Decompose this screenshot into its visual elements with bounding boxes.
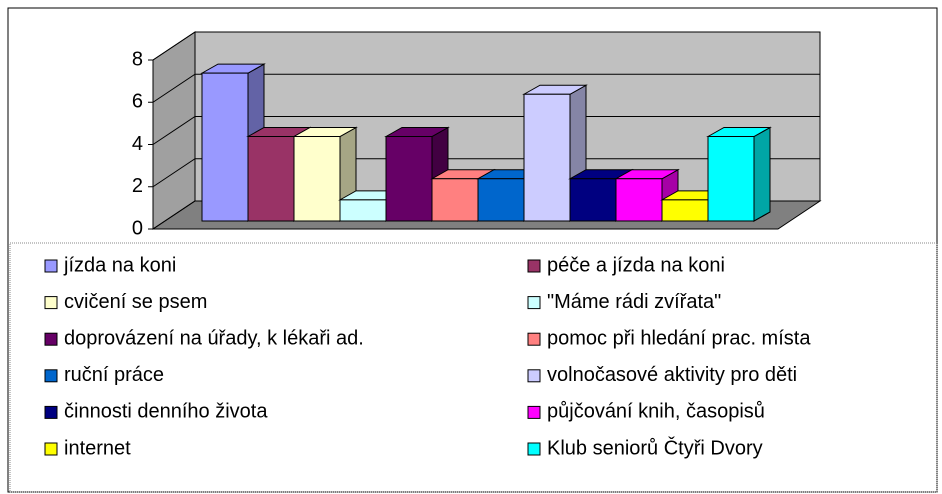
bar <box>569 178 617 222</box>
grid-line <box>152 73 820 103</box>
grid-line <box>152 31 820 61</box>
legend-marker <box>527 259 541 273</box>
bar <box>661 199 709 222</box>
legend-label: doprovázení na úřady, k lékaři ad. <box>64 327 364 349</box>
legend-label: ruční práce <box>64 364 164 386</box>
legend-label: cvičení se psem <box>64 291 207 313</box>
legend-marker <box>527 442 541 456</box>
legend-marker <box>527 369 541 383</box>
legend-label: Klub seniorů Čtyři Dvory <box>547 436 763 459</box>
legend-label: "Máme rádi zvířata" <box>547 291 721 313</box>
legend-marker <box>527 332 541 346</box>
grid-line <box>152 116 820 145</box>
legend-label: činnosti denního života <box>64 401 268 423</box>
bar <box>615 178 663 222</box>
y-tick-label: 8 <box>132 48 143 70</box>
legend-marker <box>44 332 58 346</box>
bar <box>201 72 249 222</box>
legend-marker <box>44 442 58 456</box>
bar <box>431 178 479 222</box>
legend-label: volnočasové aktivity pro děti <box>547 364 797 386</box>
legend-label: pomoc při hledání prac. místa <box>547 327 811 349</box>
bar-side-shade <box>753 126 771 222</box>
bar <box>477 178 525 222</box>
legend-marker <box>44 259 58 273</box>
bar <box>339 199 387 222</box>
legend-marker <box>44 369 58 383</box>
y-tick-label: 4 <box>132 133 143 155</box>
legend-label: internet <box>64 437 131 459</box>
bar <box>523 93 571 222</box>
bar <box>293 136 341 222</box>
legend-label: péče a jízda na koni <box>547 254 725 276</box>
legend-marker <box>44 405 58 419</box>
legend-marker <box>527 405 541 419</box>
legend-marker <box>527 296 541 310</box>
legend-label: jízda na koni <box>63 254 176 276</box>
bar <box>385 136 433 222</box>
grid-line <box>152 158 820 188</box>
legend-marker <box>44 296 58 310</box>
legend-label: půjčování knih, časopisů <box>547 401 765 423</box>
y-tick-label: 6 <box>132 91 143 113</box>
y-tick-label: 0 <box>132 217 143 239</box>
y-tick-label: 2 <box>132 175 143 197</box>
bar <box>247 136 295 222</box>
bar <box>707 136 755 222</box>
